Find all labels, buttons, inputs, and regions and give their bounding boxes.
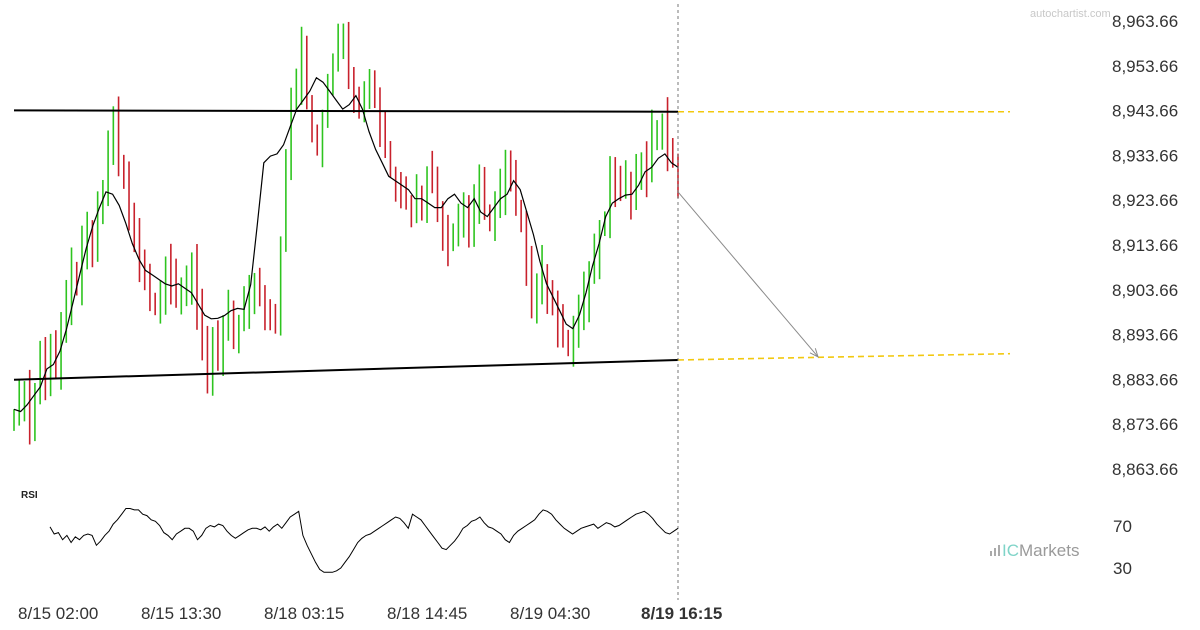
price-axis: 8,963.66 8,953.66 8,943.66 8,933.66 8,923.66…: [1112, 12, 1178, 479]
rsi-line: [49, 508, 679, 573]
price-tick-label: 8,943.66: [1112, 102, 1178, 121]
price-tick-label: 8,913.66: [1112, 236, 1178, 255]
moving-average-line: [13, 76, 679, 413]
support-line: [13, 358, 679, 381]
time-tick-label: 8/18 03:15: [264, 604, 344, 623]
price-tick-label: 8,933.66: [1112, 146, 1178, 165]
forecast-arrow: [677, 191, 819, 358]
price-tick-label: 8,883.66: [1112, 370, 1178, 389]
price-tick-label: 8,923.66: [1112, 191, 1178, 210]
time-tick-label: 8/15 13:30: [141, 604, 221, 623]
time-tick-label: 8/15 02:00: [18, 604, 98, 623]
price-tick-label: 8,873.66: [1112, 415, 1178, 434]
brand-logo: ICMarkets: [990, 541, 1079, 560]
price-tick-label: 8,863.66: [1112, 460, 1178, 479]
time-tick-label: 8/18 14:45: [387, 604, 467, 623]
brand-name: Markets: [1019, 541, 1079, 560]
rsi-title: RSI: [21, 490, 38, 501]
time-axis: 8/15 02:00 8/15 13:30 8/18 03:15 8/18 14:45…: [18, 604, 722, 623]
time-tick-label: 8/19 04:30: [510, 604, 590, 623]
time-tick-label: 8/19 16:15: [641, 604, 722, 623]
svg-text:ICMarkets: ICMarkets: [1002, 541, 1079, 560]
rsi-tick-70: 70: [1113, 517, 1132, 536]
brand-prefix: IC: [1002, 541, 1019, 560]
watermark: autochartist.com: [1030, 8, 1111, 20]
ohlc-bars: [13, 21, 679, 445]
resistance-line: [13, 109, 679, 113]
price-tick-label: 8,893.66: [1112, 326, 1178, 345]
price-tick-label: 8,903.66: [1112, 281, 1178, 300]
price-tick-label: 8,963.66: [1112, 12, 1178, 31]
price-tick-label: 8,953.66: [1112, 57, 1178, 76]
projected-support: [677, 352, 1011, 361]
rsi-tick-30: 30: [1113, 559, 1132, 578]
